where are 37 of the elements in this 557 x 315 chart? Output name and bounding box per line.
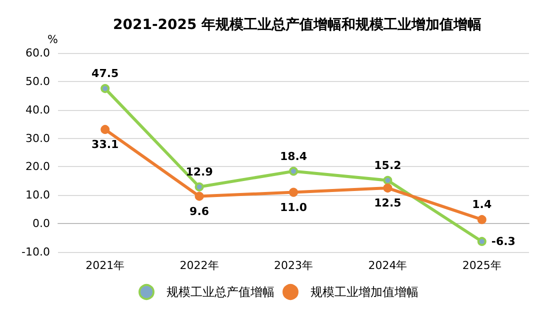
x-tick-label: 2021年 (86, 259, 125, 272)
y-tick-label: 50.0 (26, 74, 50, 88)
data-label: 1.4 (472, 198, 492, 212)
data-label: 9.6 (190, 204, 210, 218)
x-tick-label: 2025年 (462, 259, 502, 272)
legend-label: 规模工业总产值增幅 (166, 285, 274, 299)
y-tick-label: -10.0 (22, 246, 50, 258)
y-axis-title: % (48, 33, 58, 46)
point (477, 215, 486, 224)
data-label: 12.5 (374, 196, 402, 210)
x-tick-label: 2023年 (274, 259, 313, 272)
y-tick-label: 60.0 (26, 46, 50, 60)
data-label: 12.9 (186, 165, 213, 178)
point (289, 188, 298, 197)
point (100, 84, 110, 94)
y-tick-label: 10.0 (26, 188, 50, 202)
data-label: 11.0 (280, 200, 308, 214)
point (477, 236, 486, 246)
point (194, 192, 204, 201)
y-tick-label: 0.0 (32, 217, 50, 230)
data-label: 15.2 (374, 158, 402, 172)
data-label: -6.3 (491, 234, 516, 248)
x-tick-label: 2022年 (180, 259, 219, 272)
legend-label: 规模工业增加值增幅 (310, 285, 418, 299)
data-label: 47.5 (92, 67, 119, 80)
data-label: 33.1 (92, 138, 119, 151)
point (383, 184, 392, 193)
point (289, 166, 298, 176)
point (194, 182, 204, 192)
chart-title: 2021-2025 年规模工业总产值增幅和规模工业增加值增幅 (113, 16, 482, 33)
y-tick-label: 30.0 (26, 132, 50, 145)
point (100, 124, 110, 134)
y-tick-label: 40.0 (26, 103, 50, 116)
data-label: 18.4 (280, 150, 308, 163)
y-tick-label: 20.0 (26, 160, 50, 174)
point (383, 176, 392, 185)
x-tick-label: 2024年 (368, 259, 408, 272)
